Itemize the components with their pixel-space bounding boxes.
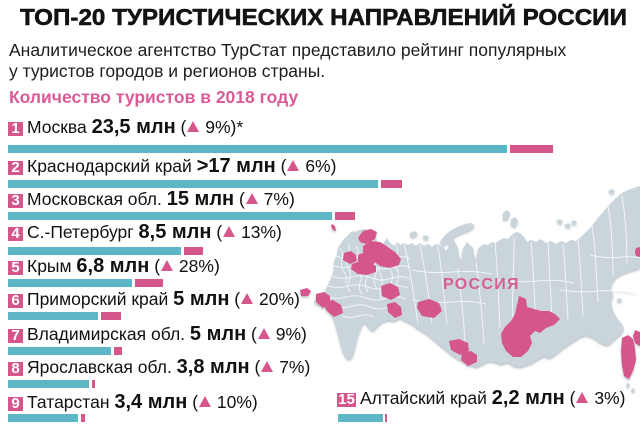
svg-text:РОССИЯ: РОССИЯ <box>443 276 520 293</box>
